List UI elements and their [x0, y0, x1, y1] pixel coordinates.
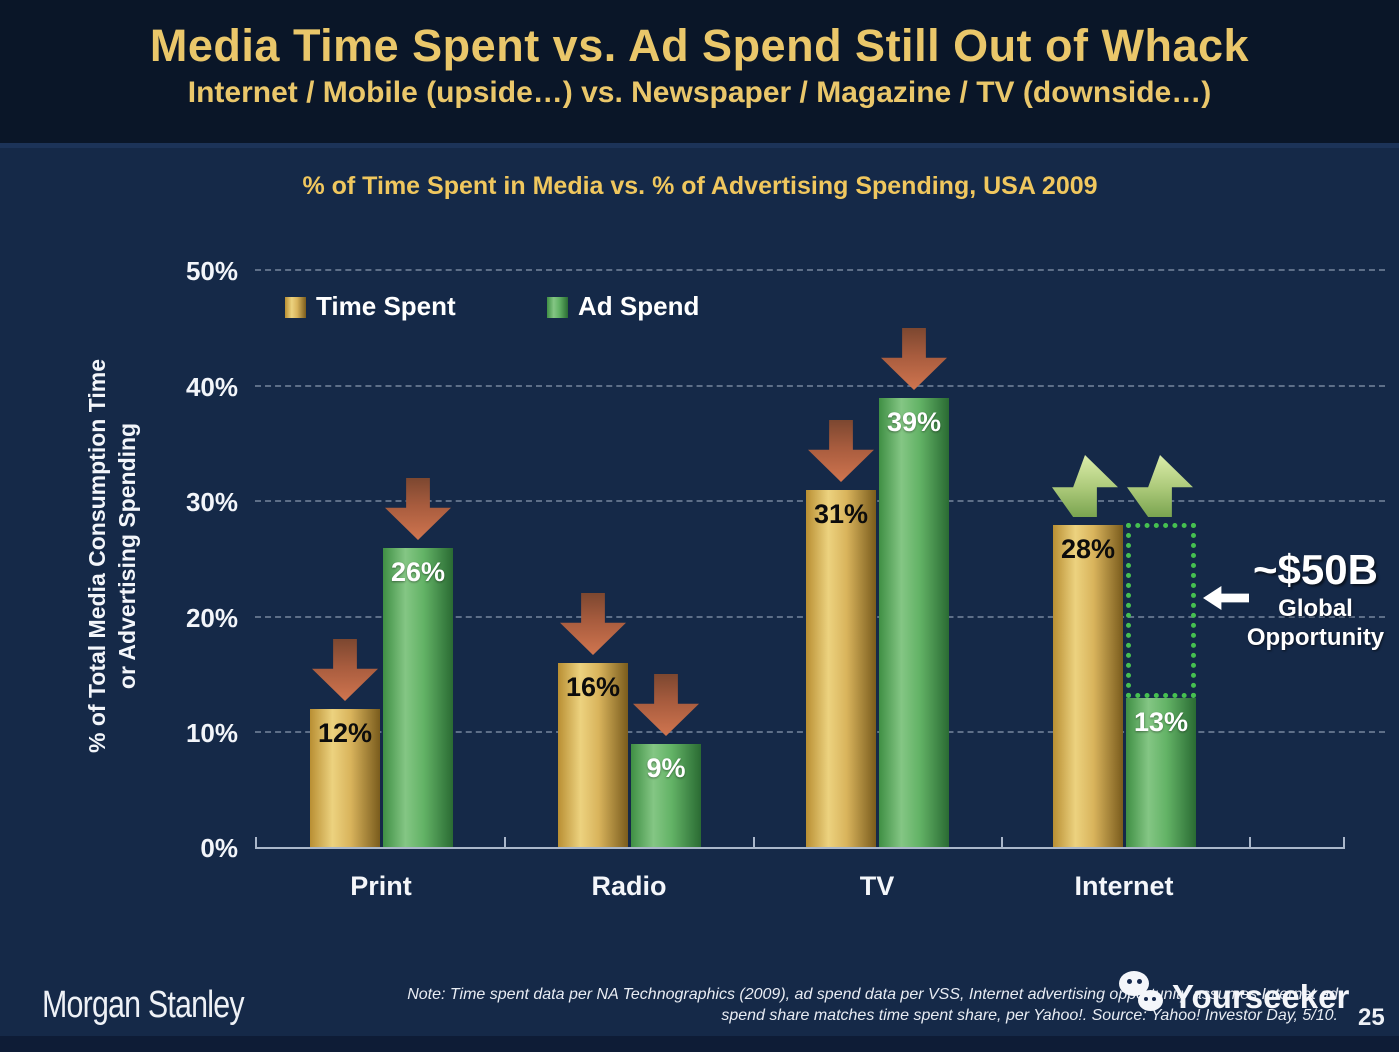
- wechat-icon-eye: [1152, 997, 1156, 1001]
- footnote-line2: spend share matches time spent share, pe…: [721, 1007, 1338, 1024]
- wechat-icon-small-bubble: [1138, 990, 1163, 1011]
- x-axis-tick: [255, 837, 257, 847]
- bar-value-tv-ad-spend: 39%: [886, 407, 942, 437]
- morgan-stanley-logo: Morgan Stanley: [42, 984, 245, 1026]
- bar-print-ad-spend: [383, 548, 453, 847]
- y-tick-0: 0%: [200, 833, 238, 863]
- wechat-icon-eye: [1144, 997, 1148, 1001]
- watermark-text: Yourseeker: [1172, 978, 1350, 1015]
- wechat-icon-eye: [1137, 979, 1142, 984]
- y-tick-20: 20%: [185, 603, 238, 633]
- chart-title: % of Time Spent in Media vs. % of Advert…: [302, 172, 1098, 200]
- x-axis-tick: [1249, 837, 1251, 847]
- legend-label-time-spent: Time Spent: [316, 291, 456, 321]
- x-axis-tick: [1001, 837, 1003, 847]
- arrow-down-icon-radio-time-spent: [560, 593, 626, 655]
- x-axis-line: [255, 847, 1345, 849]
- bar-radio-ad-spend: [631, 744, 701, 847]
- opportunity-label-line2: Opportunity: [1246, 624, 1385, 651]
- y-tick-50: 50%: [185, 256, 238, 286]
- category-label-internet: Internet: [1074, 871, 1174, 901]
- y-axis-label-line2: or Advertising Spending: [114, 422, 140, 690]
- bar-value-internet-time-spent: 28%: [1060, 534, 1116, 564]
- bar-internet-ad-spend: [1126, 698, 1196, 847]
- x-axis-tick: [504, 837, 506, 847]
- y-tick-40: 40%: [185, 372, 238, 402]
- wechat-icon-eye: [1127, 979, 1132, 984]
- bar-value-radio-time-spent: 16%: [565, 672, 621, 702]
- x-axis-tick: [1343, 837, 1345, 847]
- bar-value-radio-ad-spend: 9%: [646, 753, 686, 783]
- bar-value-tv-time-spent: 31%: [813, 499, 869, 529]
- arrow-up-icon-internet-time-spent: [1052, 455, 1118, 517]
- footnote-line1: Note: Time spent data per NA Technograph…: [407, 986, 1338, 1003]
- bar-tv-ad-spend: [879, 398, 949, 847]
- header-band-edge: [0, 143, 1399, 148]
- opportunity-label-line1: Global: [1278, 595, 1353, 622]
- y-tick-30: 30%: [185, 487, 238, 517]
- bar-tv-time-spent: [806, 490, 876, 847]
- page-number: 25: [1358, 1004, 1385, 1031]
- arrow-down-icon-print-ad-spend: [385, 478, 451, 540]
- bar-value-print-time-spent: 12%: [317, 718, 373, 748]
- legend-swatch-time-spent: [285, 297, 306, 318]
- arrow-down-icon-tv-time-spent: [808, 420, 874, 482]
- bar-value-print-ad-spend: 26%: [390, 557, 446, 587]
- legend-swatch-ad-spend: [547, 297, 568, 318]
- opportunity-dotted-box: [1126, 523, 1196, 698]
- x-axis-tick: [753, 837, 755, 847]
- arrow-up-icon-internet-ad-spend: [1127, 455, 1193, 517]
- y-axis-label-line1: % of Total Media Consumption Time: [84, 359, 110, 753]
- slide-subtitle: Internet / Mobile (upside…) vs. Newspape…: [187, 76, 1212, 109]
- bar-internet-time-spent: [1053, 525, 1123, 847]
- category-label-print: Print: [350, 871, 412, 901]
- bar-print-time-spent: [310, 709, 380, 847]
- bar-radio-time-spent: [558, 663, 628, 847]
- slide-title: Media Time Spent vs. Ad Spend Still Out …: [149, 20, 1250, 71]
- gridline-40: [255, 385, 1385, 387]
- header-band: [0, 0, 1399, 143]
- bottom-strip: [0, 1036, 1399, 1052]
- opportunity-value: ~$50B: [1253, 546, 1378, 593]
- bar-value-internet-ad-spend: 13%: [1133, 707, 1189, 737]
- y-tick-10: 10%: [185, 718, 238, 748]
- arrow-down-icon-tv-ad-spend: [881, 328, 947, 390]
- category-label-tv: TV: [859, 871, 895, 901]
- gridline-50: [255, 269, 1385, 271]
- arrow-down-icon-radio-ad-spend: [633, 674, 699, 736]
- y-axis-label: % of Total Media Consumption Time or Adv…: [82, 326, 142, 786]
- footnote: Note: Time spent data per NA Technograph…: [228, 984, 1338, 1026]
- legend-label-ad-spend: Ad Spend: [578, 291, 700, 321]
- arrow-down-icon-print-time-spent: [312, 639, 378, 701]
- category-label-radio: Radio: [591, 871, 667, 901]
